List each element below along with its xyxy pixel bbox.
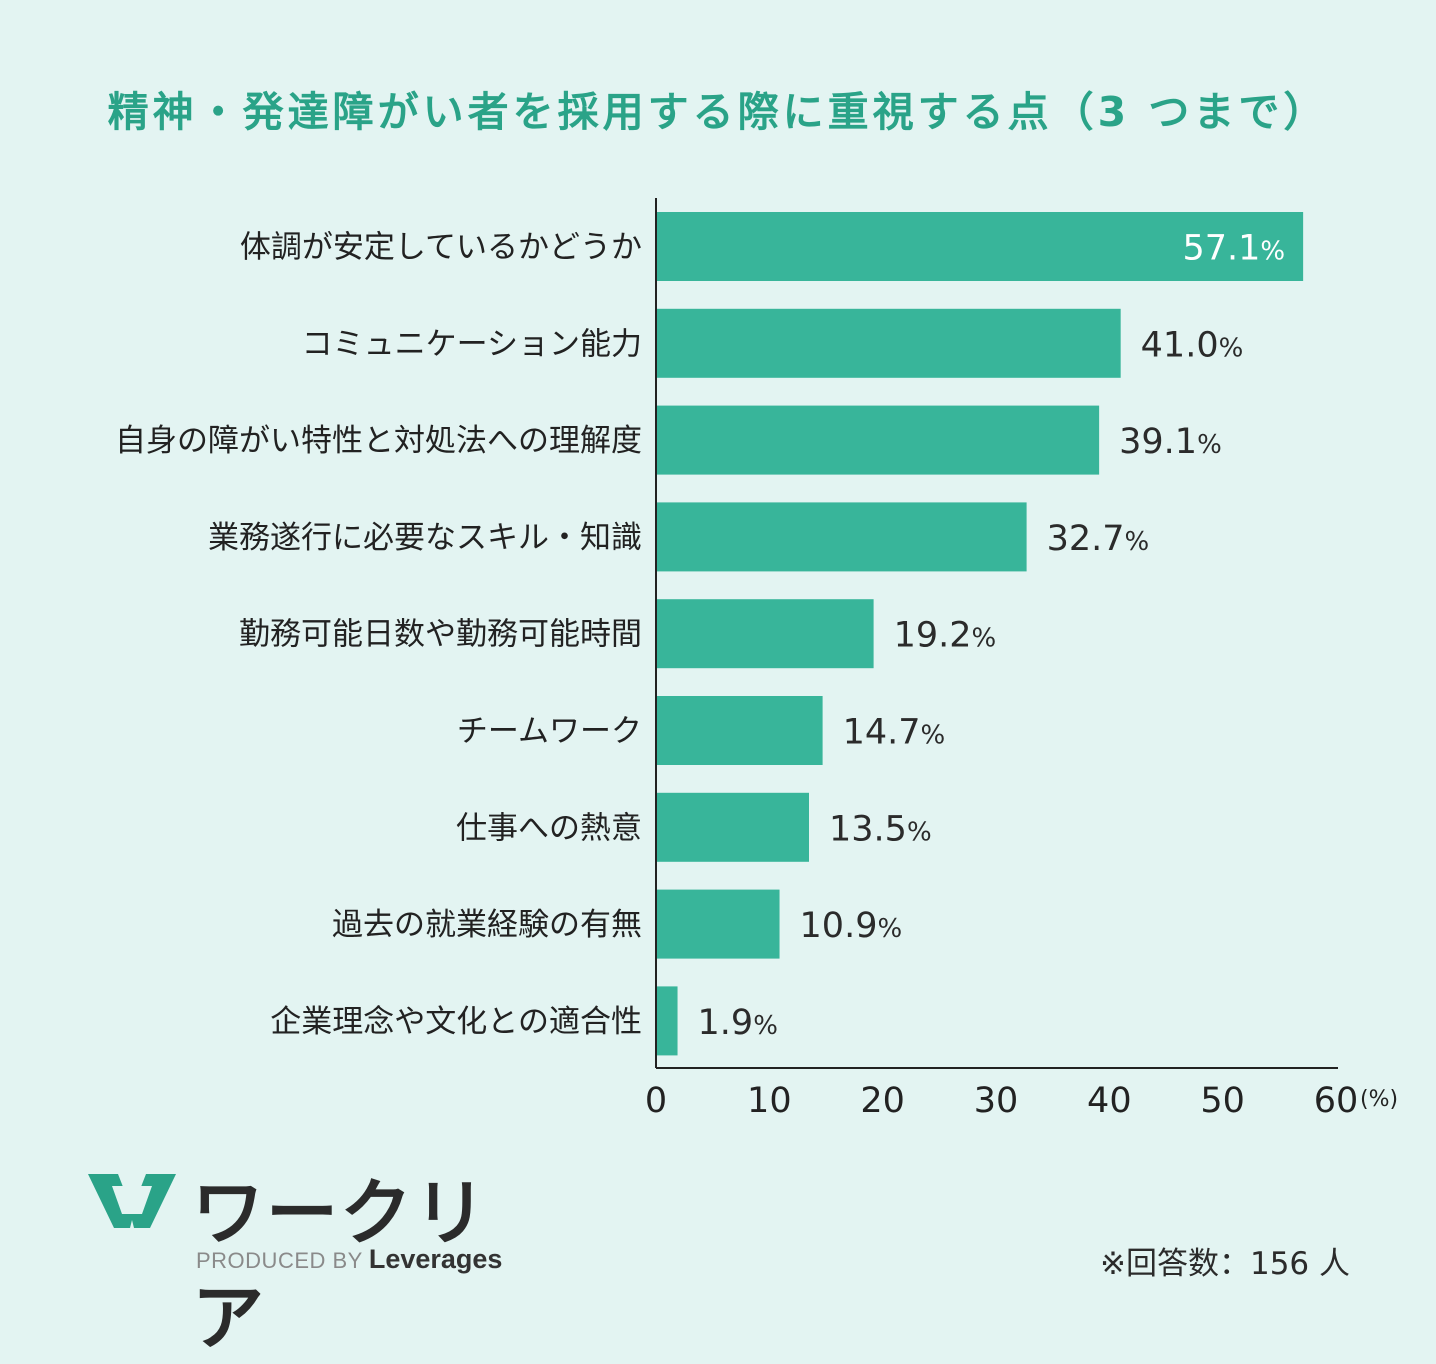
leverages-brand: Leverages — [368, 1244, 503, 1274]
bar — [656, 308, 1121, 378]
value-label: 19.2% — [894, 616, 997, 656]
value-label: 39.1% — [1119, 422, 1222, 462]
x-tick-label: 30 — [974, 1081, 1019, 1121]
x-tick-label: 0 — [645, 1081, 667, 1121]
x-tick-label: 50 — [1200, 1081, 1245, 1121]
category-label: コミュニケーション能力 — [302, 326, 642, 362]
value-label: 13.5% — [829, 809, 932, 849]
category-label: 仕事への熱意 — [456, 810, 642, 846]
x-tick-label: 40 — [1087, 1081, 1132, 1121]
category-label: 自身の障がい特性と対処法への理解度 — [115, 423, 642, 459]
category-label: 勤務可能日数や勤務可能時間 — [239, 617, 642, 653]
category-label: 体調が安定しているかどうか — [240, 230, 642, 266]
x-tick-label: 20 — [860, 1081, 905, 1121]
bar — [656, 696, 823, 765]
workclear-w-icon — [88, 1174, 176, 1228]
bar — [656, 599, 874, 669]
x-unit-label: (%) — [1360, 1087, 1398, 1112]
logo-wordmark: ワークリア — [192, 1171, 489, 1360]
bar — [656, 502, 1027, 572]
bar-chart: 体調が安定しているかどうか 57.1% コミュニケーション能力 41.0% 自身の障がい… — [115, 198, 1398, 1121]
value-label: 14.7% — [843, 713, 946, 753]
category-label: 過去の就業経験の有無 — [332, 907, 642, 943]
value-label: 10.9% — [800, 906, 903, 946]
bar — [656, 986, 678, 1056]
category-label: 業務遂行に必要なスキル・知識 — [208, 520, 642, 556]
value-label: 57.1% — [1182, 229, 1285, 269]
category-label: チームワーク — [457, 714, 642, 750]
x-tick-label: 60 — [1314, 1081, 1359, 1121]
value-label: 32.7% — [1047, 519, 1150, 559]
produced-by-label: PRODUCED BY — [196, 1248, 363, 1273]
value-label: 41.0% — [1141, 325, 1244, 365]
bar — [656, 792, 809, 862]
produced-by-line: PRODUCED BY Leverages — [196, 1244, 502, 1275]
x-tick-label: 10 — [747, 1081, 792, 1121]
chart-title: 精神・発達障がい者を採用する際に重視する点（3 つまで） — [107, 88, 1329, 136]
bar — [656, 405, 1100, 475]
workclear-logo: ワークリア PRODUCED BY Leverages — [84, 1160, 524, 1360]
bar — [656, 212, 1304, 281]
value-label: 1.9% — [698, 1003, 778, 1043]
category-label: 企業理念や文化との適合性 — [270, 1004, 642, 1040]
respondents-note: ※回答数：156 人 — [1100, 1246, 1350, 1282]
bar — [656, 889, 780, 959]
